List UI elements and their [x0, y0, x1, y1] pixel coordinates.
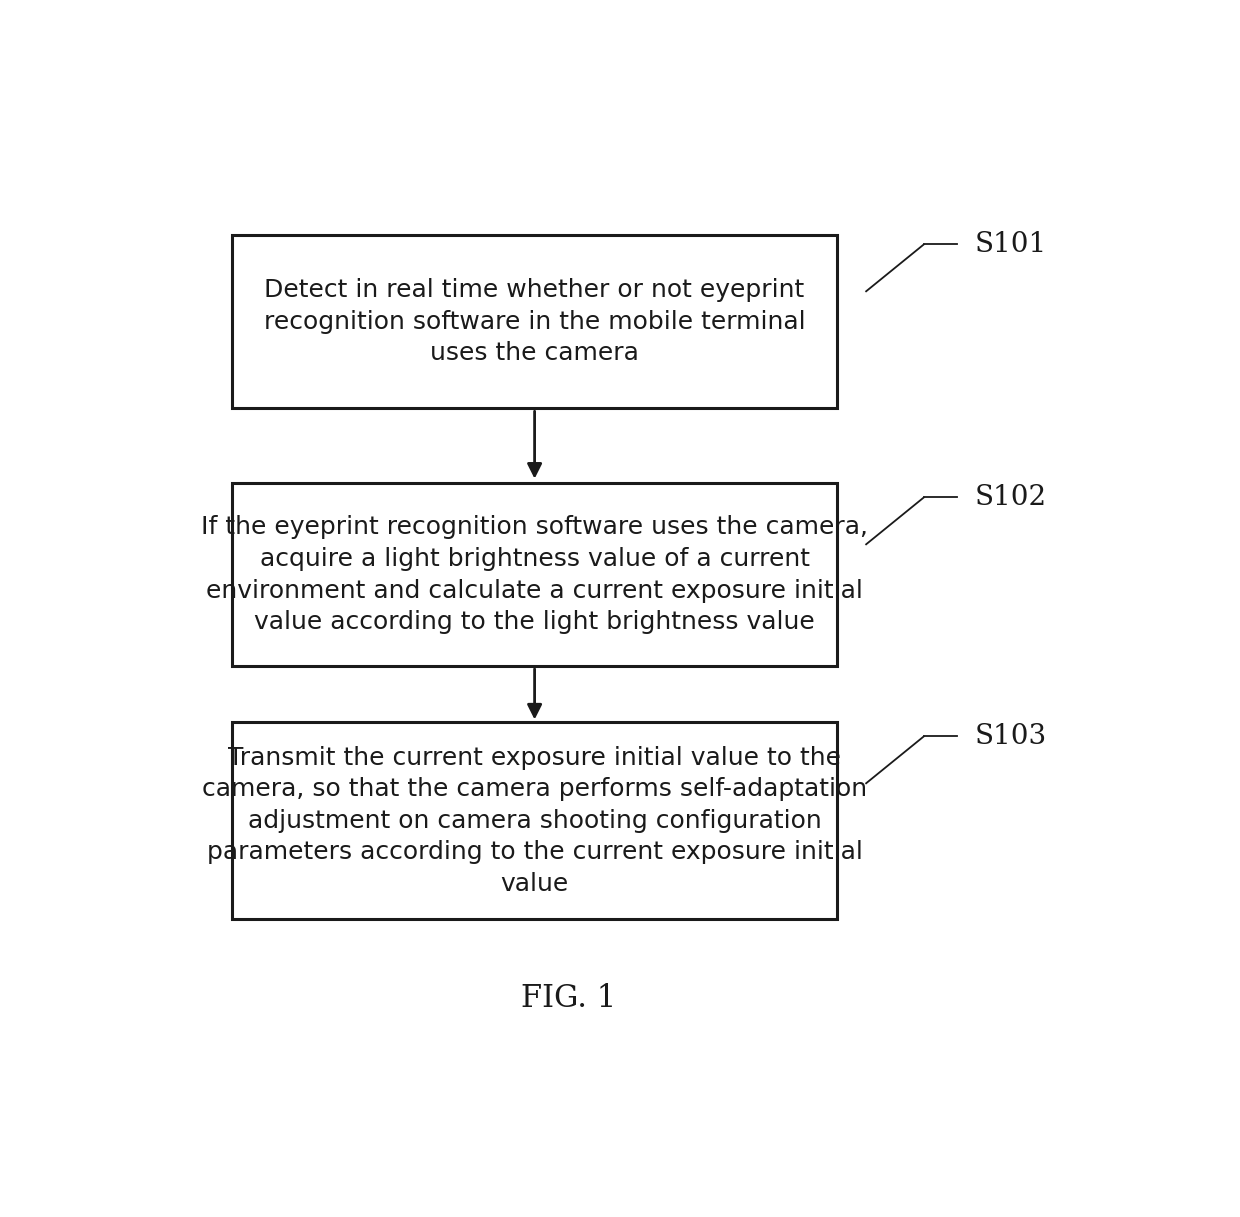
Text: S101: S101	[975, 231, 1047, 258]
Text: FIG. 1: FIG. 1	[521, 983, 616, 1014]
Text: If the eyeprint recognition software uses the camera,
acquire a light brightness: If the eyeprint recognition software use…	[201, 515, 868, 634]
Text: S102: S102	[975, 484, 1047, 511]
FancyBboxPatch shape	[232, 483, 837, 666]
Text: Transmit the current exposure initial value to the
camera, so that the camera pe: Transmit the current exposure initial va…	[202, 746, 867, 896]
Text: S103: S103	[975, 723, 1047, 750]
FancyBboxPatch shape	[232, 235, 837, 409]
FancyBboxPatch shape	[232, 723, 837, 919]
Text: Detect in real time whether or not eyeprint
recognition software in the mobile t: Detect in real time whether or not eyepr…	[264, 279, 806, 365]
